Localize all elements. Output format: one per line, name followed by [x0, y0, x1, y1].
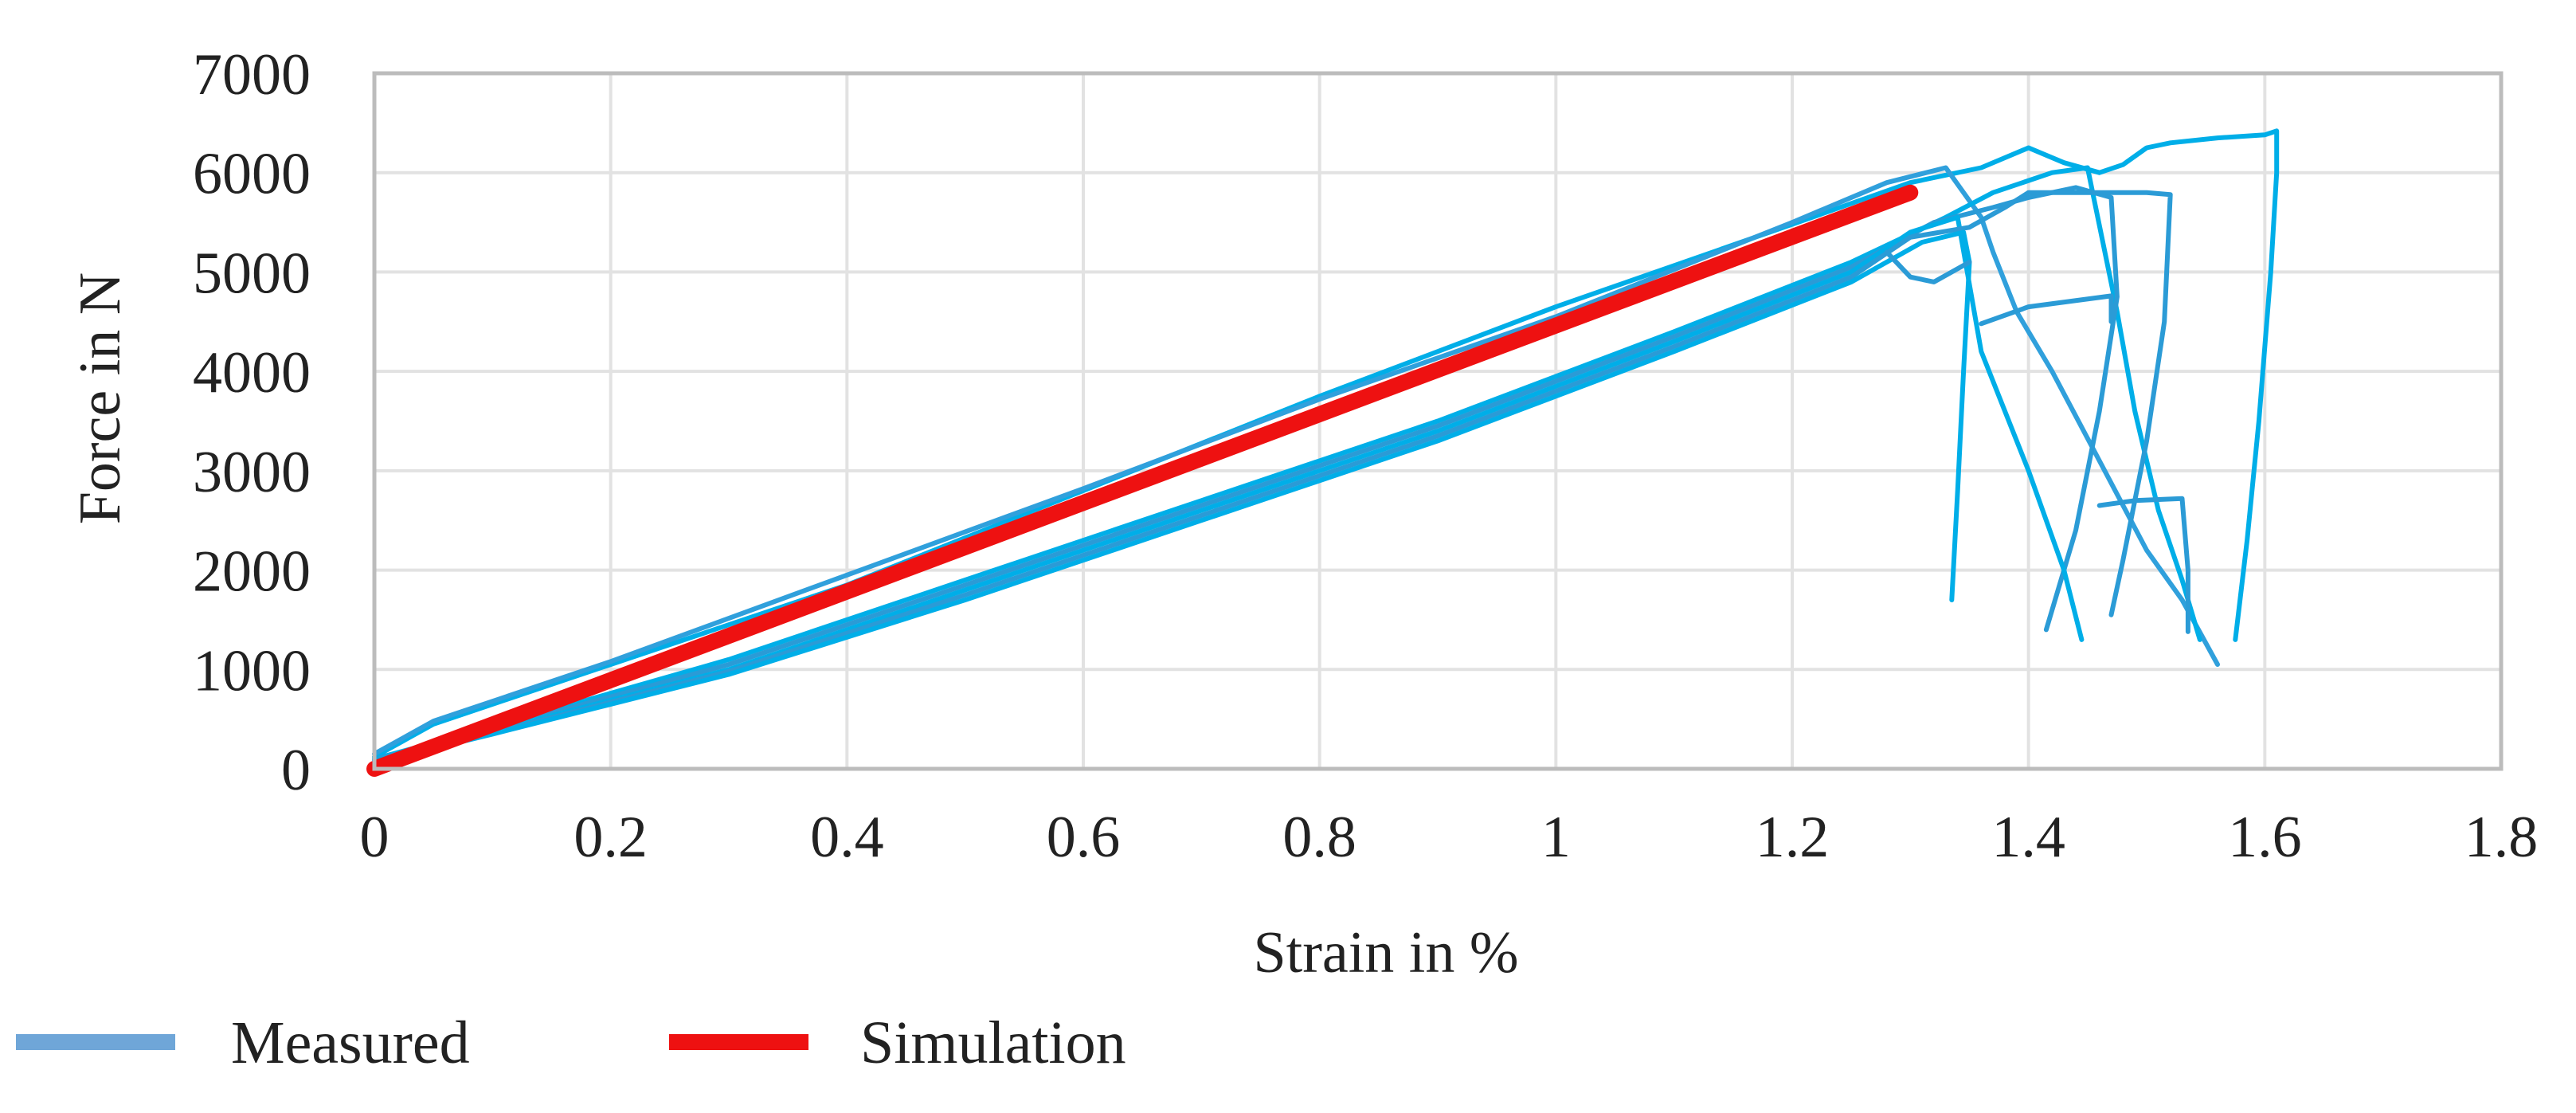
x-axis-tick-labels: 0 0.2 0.4 0.6 0.8 1 1.2 1.4 1.6 1.8: [360, 805, 2539, 870]
x-tick-label: 0.2: [574, 805, 648, 870]
series-simulation-line: [366, 184, 1919, 777]
legend: Measured Simulation: [16, 1009, 1126, 1076]
series-measured-line-2: [372, 165, 2220, 757]
x-tick-label: 1: [1541, 805, 1571, 870]
series-measured-line-8: [1979, 293, 2114, 327]
y-tick-label: 7000: [193, 42, 311, 108]
y-tick-label: 1000: [193, 638, 311, 703]
y-tick-label: 3000: [193, 440, 311, 505]
data-series: [366, 128, 2280, 777]
x-tick-label: 0.8: [1282, 805, 1357, 870]
y-tick-label: 0: [281, 738, 311, 803]
x-tick-label: 0.6: [1047, 805, 1121, 870]
series-measured-line-6: [372, 190, 2173, 765]
x-tick-label: 1.4: [1991, 805, 2065, 870]
series-measured-line-10: [1884, 249, 1972, 284]
y-axis-title: Force in N: [68, 272, 133, 525]
y-axis-tick-labels: 0 1000 2000 3000 4000 5000 6000 7000: [193, 42, 311, 803]
x-tick-label: 0: [360, 805, 390, 870]
legend-label-measured: Measured: [231, 1009, 470, 1076]
x-tick-label: 1.8: [2464, 805, 2539, 870]
y-tick-label: 6000: [193, 142, 311, 207]
x-tick-label: 1.2: [1756, 805, 1830, 870]
y-tick-label: 2000: [193, 539, 311, 605]
y-tick-label: 4000: [193, 340, 311, 406]
x-tick-label: 1.6: [2228, 805, 2302, 870]
x-tick-label: 0.4: [810, 805, 884, 870]
plot-area-frame: [372, 71, 2504, 771]
y-tick-label: 5000: [193, 241, 311, 306]
series-measured-line-7: [372, 229, 1972, 766]
x-axis-title: Strain in %: [1254, 920, 1519, 986]
series-measured-line-9: [2096, 496, 2190, 634]
legend-label-simulation: Simulation: [860, 1009, 1126, 1076]
